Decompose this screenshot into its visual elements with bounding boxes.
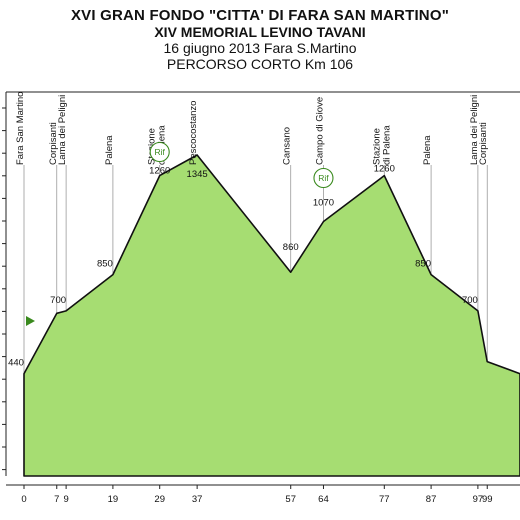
km-label: 77 [379,494,390,505]
rif-label: Rif [155,147,166,157]
place-label: Pescocostanzo [188,101,199,165]
place-label: Cansano [282,127,293,165]
elevation-area [23,154,520,477]
altitude-labels: 440 700 850 1260 1345 860 1070 1260 850 700 [8,164,478,369]
place-label: Palena [104,135,115,165]
y-axis-ticks [2,107,6,471]
event-date: 16 giugno 2013 Fara S.Martino [163,40,357,56]
km-label: 29 [154,494,165,505]
altitude-label: 700 [462,295,478,306]
chart-subtitle: XIV MEMORIAL LEVINO TAVANI [154,24,366,40]
place-label: Lama dei Peligni [469,95,480,165]
place-label: di Palena [381,125,392,165]
place-label: Corpisanti [48,122,59,165]
altitude-label: 1260 [374,164,395,175]
altitude-label: 1345 [187,169,208,180]
place-label: Stazione [371,128,382,165]
km-label: 7 [54,494,59,505]
place-label: Corpisanti [478,122,489,165]
place-label: Lama dei Peligni [57,95,68,165]
km-label: 19 [108,494,119,505]
rif-markers: Rif Rif [149,141,334,189]
rif-label: Rif [318,173,329,183]
altitude-label: 1070 [313,197,334,208]
place-label: Fara San Martino [15,92,26,165]
altitude-label: 440 [8,358,24,369]
altitude-label: 860 [283,242,299,253]
chart-frame [5,91,520,486]
place-label: Campo di Giove [314,97,325,165]
km-label: 37 [192,494,203,505]
rif-icon [313,167,334,189]
rif-icon [149,141,170,163]
title-block: XVI GRAN FONDO "CITTA' DI FARA SAN MARTI… [0,7,520,73]
altitude-label: 1260 [149,166,170,177]
km-label: 0 [21,494,26,505]
route-name: PERCORSO CORTO Km 106 [166,56,354,72]
km-label: 99 [482,494,493,505]
place-label: Palena [422,135,433,165]
km-label: 97 [473,494,484,505]
altitude-label: 700 [50,295,66,306]
km-label: 9 [63,494,68,505]
chart-title: XVI GRAN FONDO "CITTA' DI FARA SAN MARTI… [70,7,450,24]
marker-lines [23,155,488,374]
km-label: 64 [318,494,329,505]
start-flag-icon [26,316,35,326]
altitude-label: 850 [415,259,431,270]
km-label: 57 [285,494,296,505]
altitude-label: 850 [97,259,113,270]
km-label: 87 [426,494,437,505]
